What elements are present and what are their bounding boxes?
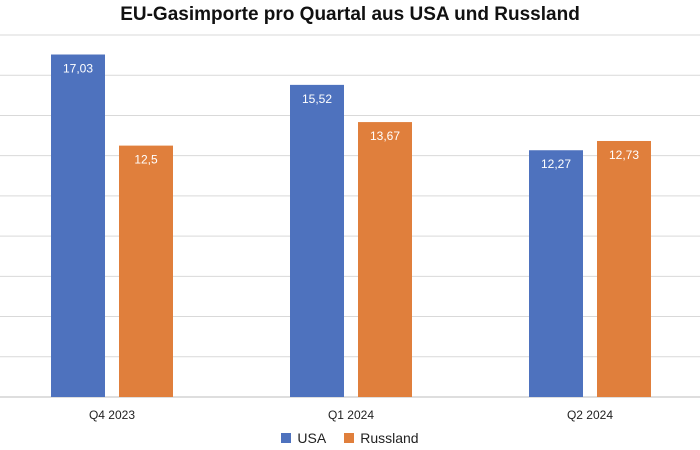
bars: [51, 54, 651, 398]
legend-label-russland: Russland: [360, 430, 419, 446]
data-labels: 17,03 12,5 15,52 13,67 12,27 12,73: [63, 62, 639, 172]
x-tick-label: Q2 2024: [567, 408, 613, 422]
legend-label-usa: USA: [297, 430, 327, 446]
bar-russland-q4-2023: [119, 145, 173, 397]
chart-title: EU-Gasimporte pro Quartal aus USA und Ru…: [120, 4, 580, 25]
x-tick-label: Q1 2024: [328, 408, 374, 422]
gridlines: [0, 34, 700, 398]
legend: USA Russland: [0, 430, 700, 446]
data-label: 15,52: [302, 92, 332, 106]
legend-swatch-russland: [344, 433, 355, 443]
bar-usa-q2-2024: [529, 150, 583, 397]
data-label: 12,5: [134, 153, 158, 167]
x-tick-label: Q4 2023: [89, 408, 135, 422]
data-label: 17,03: [63, 62, 93, 76]
bar-russland-q2-2024: [597, 140, 651, 398]
x-axis-ticks: Q4 2023 Q1 2024 Q2 2024: [89, 408, 613, 422]
legend-item-usa: USA: [281, 430, 326, 446]
data-label: 12,73: [609, 148, 639, 162]
data-label: 13,67: [370, 129, 400, 143]
legend-item-russland: Russland: [344, 430, 419, 446]
bar-usa-q4-2023: [51, 54, 105, 397]
legend-swatch-usa: [281, 433, 292, 443]
bar-russland-q1-2024: [358, 122, 412, 397]
bar-usa-q1-2024: [290, 84, 344, 398]
data-label: 12,27: [541, 157, 571, 171]
